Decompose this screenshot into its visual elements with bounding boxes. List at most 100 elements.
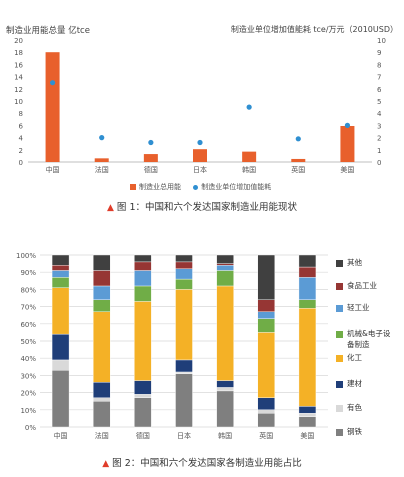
- figure2-tick-label: 0%: [25, 424, 36, 432]
- figure2-bar-segment: [134, 254, 152, 263]
- figure1-left-tick-label: 18: [14, 49, 23, 57]
- figure1-right-tick-label: 7: [377, 74, 381, 82]
- figure2-bar-segment: [134, 394, 152, 398]
- figure2-bar-segment: [134, 301, 152, 381]
- figure2-tick-label: 50%: [20, 338, 36, 346]
- figure2-bar-segment: [216, 265, 234, 271]
- figure2-bar-segment: [257, 254, 275, 300]
- figure2-bar-segment: [134, 270, 152, 287]
- figure2-category-label: 日本: [177, 431, 191, 440]
- figure1-caption-text: 图 1：中国和六个发达国家制造业用能现状: [116, 202, 297, 213]
- figure1-left-tick-label: 2: [19, 147, 23, 155]
- figure2-bar-segment: [175, 254, 193, 263]
- figure2-category-label: 法国: [95, 431, 109, 440]
- figure1-bar: [45, 52, 60, 163]
- figure1-right-tick-label: 2: [377, 135, 381, 143]
- figure2-bar-segment: [51, 270, 70, 278]
- legend-swatch: [336, 428, 343, 436]
- figure2-tick-label: 60%: [20, 321, 36, 329]
- figure2-legend-item: 轻工业: [336, 302, 370, 313]
- figure1-left-tick-label: 4: [19, 135, 24, 143]
- figure1-category-label: 美国: [340, 165, 354, 174]
- figure1-scatter-point: [49, 80, 56, 86]
- figure2-bar-segment: [51, 359, 70, 371]
- figure1-right-axis-title: 制造业单位增加值能耗 tce/万元（2010USD）: [230, 25, 398, 34]
- legend-bar-swatch: [130, 184, 136, 190]
- figure2-bar-segment: [51, 254, 70, 266]
- figure2-bar-segment: [51, 265, 70, 271]
- figure2-bar-segment: [298, 254, 317, 268]
- figure1-right-tick-label: 8: [377, 61, 381, 69]
- figure2-tick-label: 90%: [20, 269, 36, 277]
- figure2-legend-item: 建材: [336, 378, 362, 389]
- figure1-left-tick-label: 10: [14, 98, 23, 106]
- figure2-bar-segment: [175, 359, 193, 373]
- legend-label: 其他: [347, 258, 362, 267]
- figure2-category-label: 中国: [54, 431, 68, 440]
- triangle-icon: ▲: [102, 459, 110, 469]
- figure1-left-tick-label: 8: [19, 110, 23, 118]
- figure2-bar-segment: [93, 270, 111, 287]
- figure2-bar-segment: [216, 390, 234, 428]
- figure2-bar-segment: [175, 268, 193, 280]
- figure1-bar: [143, 154, 158, 162]
- legend-swatch: [336, 259, 343, 267]
- figure1-scatter-point: [295, 136, 301, 142]
- figure2-legend-item: 其他: [336, 257, 362, 268]
- figure2-bar-segment: [298, 299, 317, 309]
- figure2-bar-segment: [216, 254, 234, 264]
- figure2-bar-segment: [134, 397, 152, 428]
- legend-label: 轻工业: [347, 303, 370, 312]
- figure2-bar-segment: [298, 308, 317, 407]
- figure2-bar-segment: [93, 311, 111, 383]
- figure2-bar-segment: [93, 382, 111, 398]
- figure2-bar-segment: [175, 261, 193, 269]
- legend-dot-label: 制造业单位增加值能耗: [201, 183, 272, 191]
- figure2-bar-segment: [298, 406, 317, 414]
- figure1-bar: [291, 158, 306, 162]
- figure2-bar-segment: [298, 266, 317, 278]
- figure1-right-tick-label: 6: [377, 86, 382, 94]
- figure2-bar-segment: [257, 318, 275, 333]
- figure1-bar: [94, 158, 109, 162]
- legend-label: 有色: [347, 403, 362, 412]
- figure2-bar-segment: [51, 333, 70, 361]
- figure2-bar-segment: [216, 387, 234, 392]
- figure1-scatter-point: [99, 135, 105, 141]
- figure1-right-tick-label: 1: [377, 147, 381, 155]
- figure1-left-tick-label: 12: [14, 86, 23, 94]
- legend-bar-label: 制造业总用能: [139, 183, 181, 191]
- figure2-bar-segment: [257, 397, 275, 411]
- figure2-tick-label: 80%: [20, 286, 36, 294]
- figure1-scatter-point: [246, 104, 252, 110]
- legend-swatch: [336, 330, 343, 338]
- figure2-bar-segment: [257, 413, 275, 428]
- figure2-caption-text: 图 2：中国和六个发达国家各制造业用能占比: [112, 458, 302, 469]
- figure2-bar-segment: [257, 299, 275, 312]
- figure2-bar-segment: [134, 261, 152, 271]
- figure1-left-axis-title: 制造业用能总量 亿tce: [6, 26, 90, 36]
- figure1-category-label: 中国: [46, 165, 60, 174]
- legend-label: 钢铁: [347, 427, 362, 436]
- figure2-tick-label: 40%: [20, 355, 36, 363]
- figure2-bar-segment: [93, 285, 111, 300]
- legend-swatch: [336, 404, 343, 412]
- figure1-left-tick-label: 16: [14, 61, 23, 69]
- figure2-bar-segment: [216, 285, 234, 381]
- figure2-bar-segment: [298, 277, 317, 300]
- figure1-left-tick-label: 20: [14, 37, 23, 45]
- figure2-bar-segment: [93, 254, 111, 271]
- figure2-bar-segment: [134, 380, 152, 395]
- legend-label: 食品工业: [347, 281, 377, 290]
- figure2-bar-segment: [175, 278, 193, 290]
- legend-swatch: [336, 380, 343, 388]
- figure2-bar-segment: [298, 413, 317, 417]
- figure1-category-label: 韩国: [242, 165, 256, 174]
- figure1-scatter-point: [344, 122, 351, 128]
- figure2-bar-segment: [216, 380, 234, 388]
- figure1-chart: 02468101214161820012345678910中国 法国 德国 日本 韩国英…: [14, 37, 386, 174]
- figure1-left-tick-label: 0: [19, 159, 23, 167]
- legend-swatch: [336, 304, 343, 312]
- figure2-tick-label: 20%: [20, 390, 36, 398]
